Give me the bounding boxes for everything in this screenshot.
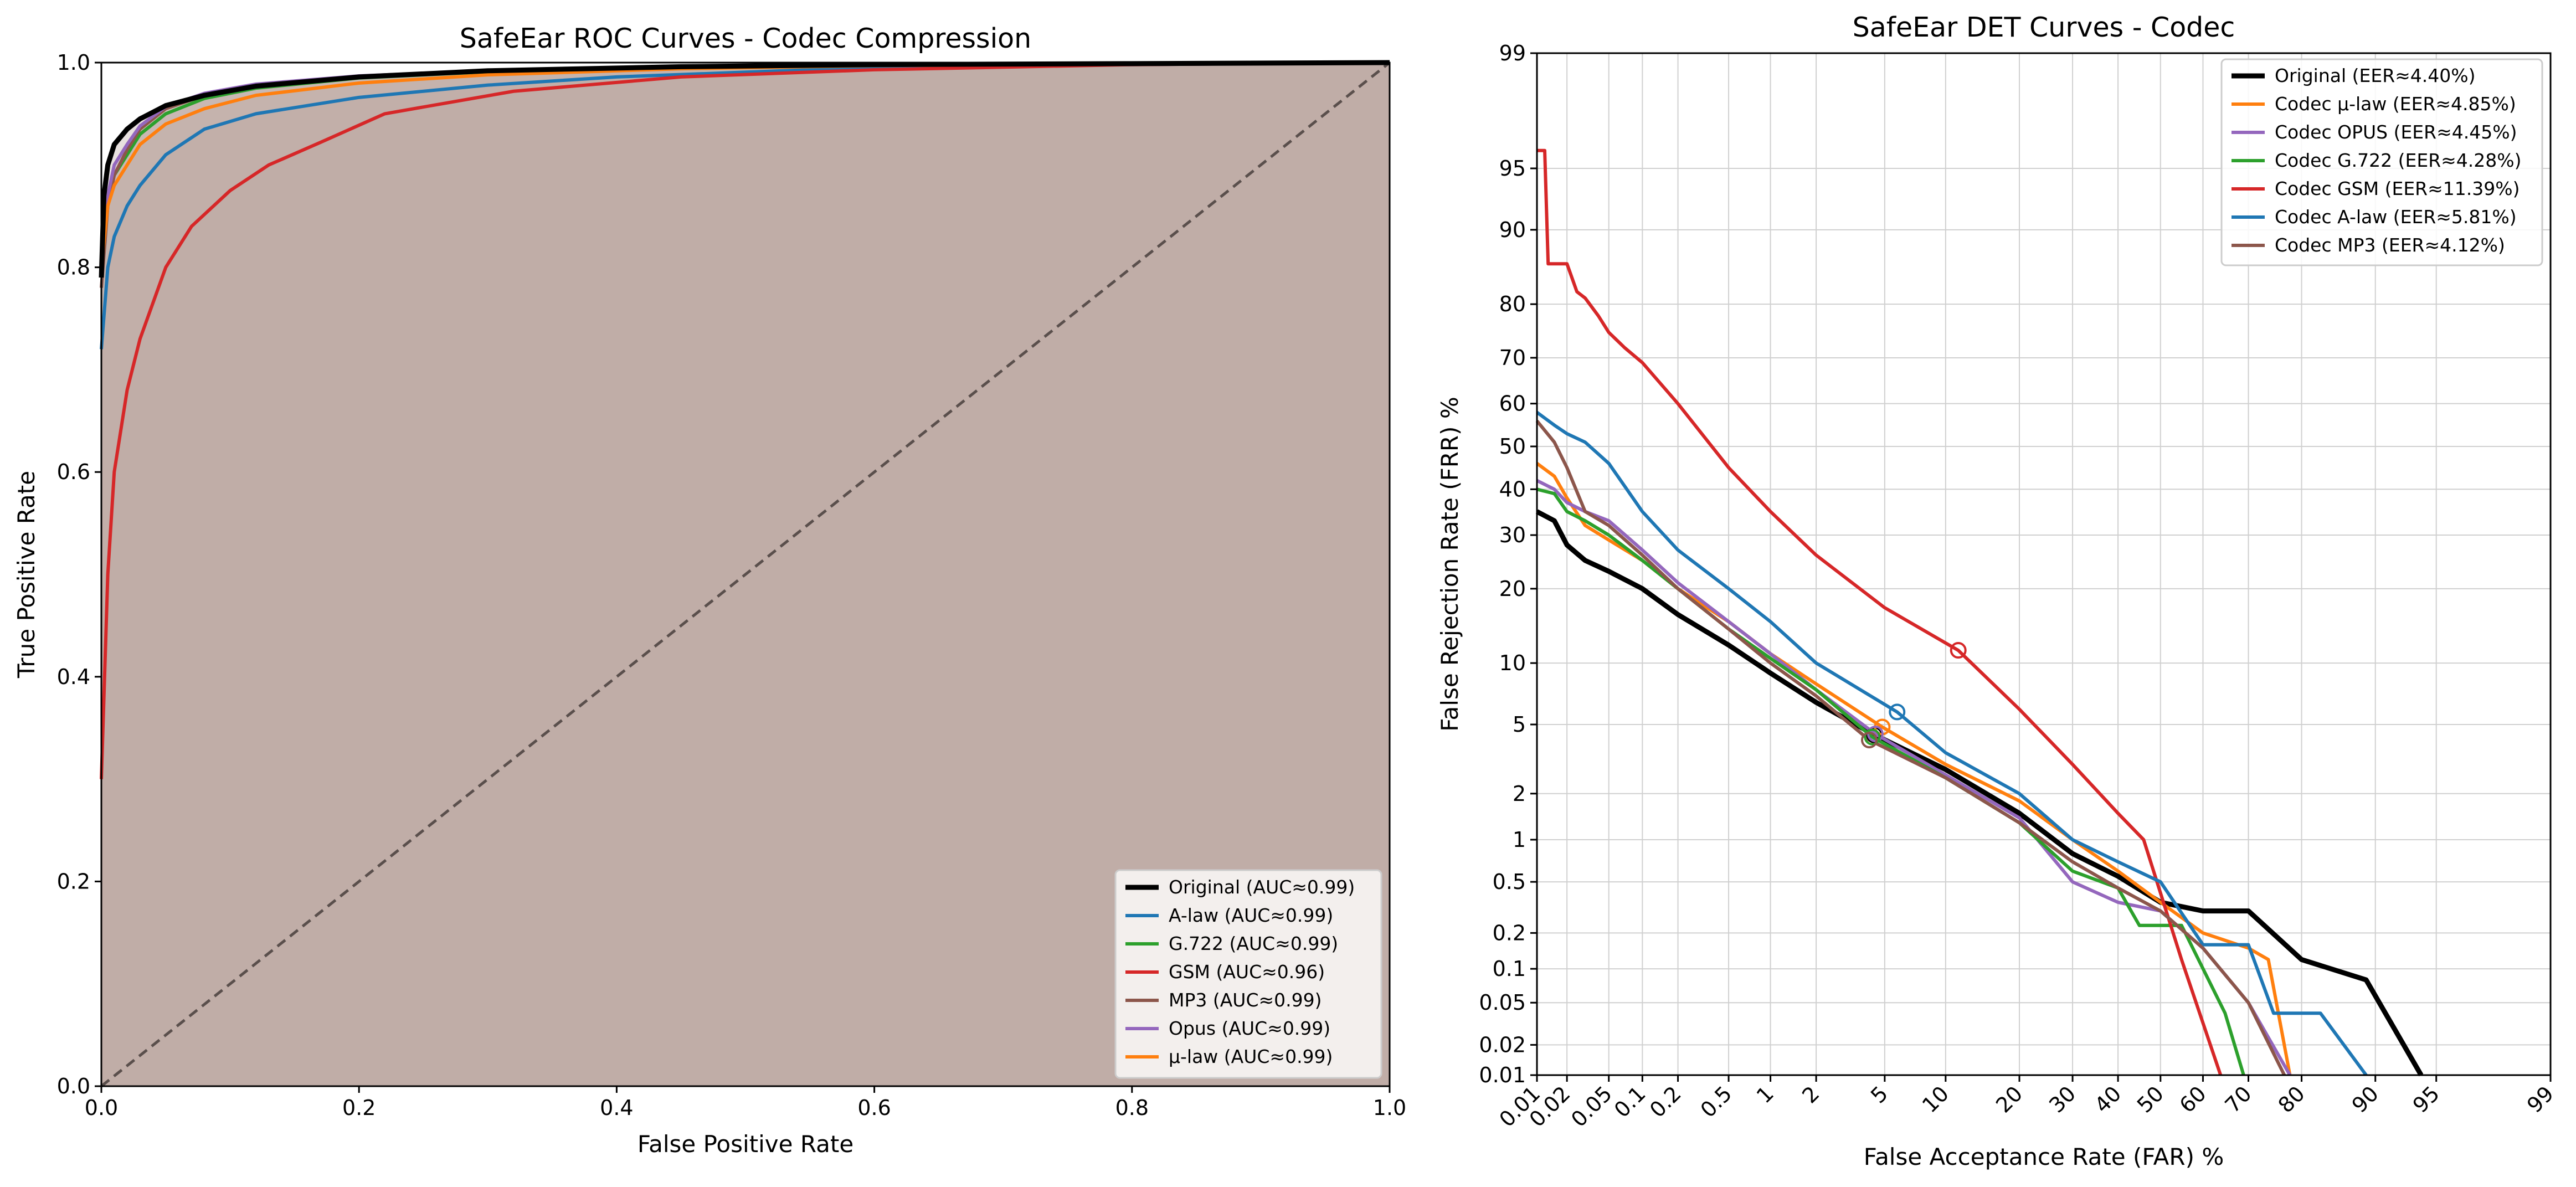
det-y-tick-label: 0.01	[1479, 1063, 1526, 1087]
det-y-tick-label: 0.1	[1493, 957, 1526, 981]
det-legend-label-mp3: Codec MP3 (EER≈4.12%)	[2275, 234, 2505, 256]
det-y-tick-label: 99	[1499, 41, 1526, 65]
det-y-tick-label: 90	[1499, 218, 1526, 242]
det-x-tick-label: 99	[2522, 1081, 2558, 1117]
roc-y-axis-label: True Positive Rate	[13, 471, 40, 679]
det-legend-label-alaw: Codec A-law (EER≈5.81%)	[2275, 206, 2517, 228]
roc-x-tick-label: 0.4	[600, 1096, 633, 1120]
det-y-tick-label: 40	[1499, 477, 1526, 501]
roc-chance-line	[100, 61, 1391, 1087]
det-line-g722	[1536, 487, 2245, 1076]
roc-x-tick-label: 0.2	[342, 1096, 376, 1120]
det-x-tick-label: 5	[1866, 1081, 1893, 1108]
det-title: SafeEar DET Curves - Codec	[1853, 12, 2235, 43]
roc-line-original	[99, 60, 1390, 278]
det-x-tick-label: 0.05	[1566, 1081, 1617, 1132]
roc-x-axis-label: False Positive Rate	[637, 1131, 853, 1158]
det-legend: Original (EER≈4.40%) Codec µ-law (EER≈4.8…	[2220, 58, 2543, 266]
roc-line-gsm	[100, 61, 1390, 779]
roc-x-tick-label: 1.0	[1373, 1096, 1406, 1120]
det-line-alaw	[1536, 410, 2368, 1076]
det-eer-marker-gsm	[1950, 642, 1967, 659]
det-x-tick-label: 0.2	[1645, 1081, 1686, 1122]
roc-chart: 0.0 0.2 0.4 0.6 0.8 1.0 0.0 0.2 0.4 0.6 0.8 1.0 Safe…	[13, 23, 1406, 1158]
det-x-axis-label: False Acceptance Rate (FAR) %	[1864, 1143, 2224, 1170]
det-x-tick-label: 30	[2044, 1081, 2080, 1117]
det-y-tick-label: 2	[1513, 782, 1526, 806]
det-line-mulaw	[1536, 462, 2292, 1076]
det-y-tick-label: 95	[1499, 156, 1526, 181]
det-y-tick-label: 10	[1499, 651, 1526, 675]
det-eer-marker-alaw	[1889, 703, 1906, 721]
det-legend-label-original: Original (EER≈4.40%)	[2275, 65, 2475, 86]
det-x-tick-label: 0.5	[1696, 1081, 1737, 1122]
det-x-tick-label: 20	[1991, 1081, 2027, 1117]
det-y-tick-label: 80	[1499, 292, 1526, 316]
roc-legend: Original (AUC≈0.99) A-law (AUC≈0.99) G.722…	[1114, 869, 1382, 1079]
roc-legend-label-original: Original (AUC≈0.99)	[1169, 876, 1355, 898]
det-legend-box	[2220, 58, 2543, 266]
roc-legend-box	[1114, 869, 1382, 1079]
roc-legend-label-g722: G.722 (AUC≈0.99)	[1169, 933, 1338, 954]
det-y-tick-label: 0.05	[1479, 990, 1526, 1015]
det-legend-label-gsm: Codec GSM (EER≈11.39%)	[2275, 178, 2520, 199]
det-y-tick-label: 30	[1499, 523, 1526, 547]
det-plot-frame	[1536, 52, 2552, 1076]
det-y-tick-label: 0.02	[1479, 1032, 1526, 1057]
det-x-tick-label: 70	[2220, 1081, 2256, 1117]
roc-title: SafeEar ROC Curves - Codec Compression	[460, 23, 1031, 54]
det-y-tick-label: 5	[1513, 712, 1526, 737]
det-x-tick-label: 2	[1797, 1081, 1824, 1108]
det-y-tick-label: 60	[1499, 392, 1526, 416]
det-x-tick-label: 0.1	[1610, 1081, 1651, 1122]
roc-y-tick-label: 0.2	[57, 869, 90, 893]
roc-y-tick-label: 0.8	[57, 255, 90, 280]
det-legend-label-opus: Codec OPUS (EER≈4.45%)	[2275, 121, 2517, 143]
det-legend-label-mulaw: Codec µ-law (EER≈4.85%)	[2275, 93, 2516, 115]
det-x-tick-label: 10	[1917, 1081, 1953, 1117]
det-x-tick-label: 1	[1752, 1081, 1778, 1108]
det-x-tick-label: 90	[2347, 1081, 2383, 1117]
det-y-tick-label: 1	[1513, 828, 1526, 852]
roc-x-tick-label: 0.8	[1115, 1096, 1149, 1120]
roc-legend-label-opus: Opus (AUC≈0.99)	[1169, 1018, 1330, 1039]
det-y-tick-label: 0.2	[1493, 921, 1526, 945]
det-y-tick-label: 70	[1499, 346, 1526, 370]
det-x-tick-label: 50	[2132, 1081, 2168, 1117]
roc-legend-label-mulaw: µ-law (AUC≈0.99)	[1169, 1046, 1333, 1067]
roc-plot-frame	[100, 61, 1391, 1087]
det-y-tick-label: 20	[1499, 577, 1526, 601]
det-x-tick-label: 95	[2408, 1081, 2444, 1117]
roc-x-tick-label: 0.6	[857, 1096, 891, 1120]
det-line-gsm	[1537, 148, 2223, 1076]
det-line-opus	[1536, 479, 2292, 1076]
det-y-axis-label: False Rejection Rate (FRR) %	[1436, 397, 1463, 732]
det-x-tick-label: 80	[2274, 1081, 2310, 1117]
roc-y-tick-label: 0.0	[57, 1074, 90, 1098]
det-eer-marker-g722	[1864, 728, 1881, 746]
det-x-tick-label: 60	[2175, 1081, 2211, 1117]
det-legend-label-g722: Codec G.722 (EER≈4.28%)	[2275, 150, 2522, 171]
roc-legend-label-gsm: GSM (AUC≈0.96)	[1169, 961, 1325, 983]
roc-y-tick-label: 0.4	[57, 665, 90, 689]
det-y-tick-label: 50	[1499, 434, 1526, 459]
det-y-tick-label: 0.5	[1493, 870, 1526, 894]
det-line-mp3	[1535, 420, 2286, 1076]
roc-legend-label-mp3: MP3 (AUC≈0.99)	[1169, 989, 1322, 1011]
roc-x-tick-label: 0.0	[85, 1096, 118, 1120]
det-x-tick-label: 40	[2090, 1081, 2126, 1117]
roc-y-tick-label: 1.0	[57, 50, 90, 75]
det-chart: 0.010.020.050.10.2 0.5 1 2 5 10 20 30 40 50 60 70 80…	[1436, 12, 2558, 1170]
roc-y-tick-label: 0.6	[57, 460, 90, 484]
roc-legend-label-alaw: A-law (AUC≈0.99)	[1169, 905, 1333, 926]
det-eer-marker-mp3	[1861, 732, 1878, 749]
